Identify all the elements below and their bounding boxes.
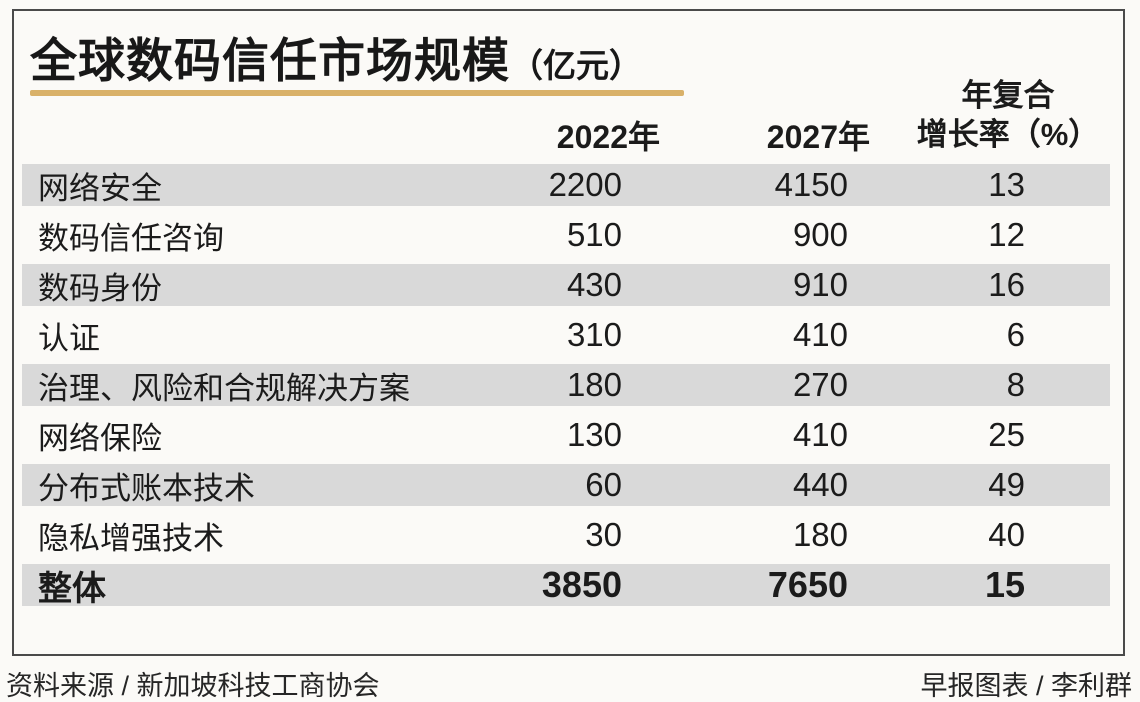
row-value-2022: 2200 [548, 166, 622, 203]
column-header-cagr: 年复合 增长率（%） [858, 76, 1140, 154]
table-row: 治理、风险和合规解决方案 180 270 8 [22, 360, 1110, 410]
row-value-2027: 910 [792, 266, 848, 303]
row-value-2027: 180 [792, 516, 848, 553]
row-value-2022: 510 [566, 216, 622, 253]
column-header-cagr-line2: 增长率（%） [916, 117, 1100, 152]
row-value-2022: 30 [585, 516, 622, 553]
table-row: 网络保险 130 410 25 [22, 410, 1110, 460]
row-value-2027: 440 [792, 466, 848, 503]
column-header-cagr-line1: 年复合 [961, 78, 1055, 113]
row-value-2027: 4150 [774, 166, 848, 203]
row-value-cagr: 13 [988, 166, 1025, 203]
page-title: 全球数码信任市场规模（亿元） [30, 22, 642, 91]
table-row: 分布式账本技术 60 440 49 [22, 460, 1110, 510]
row-label: 隐私增强技术 [38, 520, 224, 556]
row-value-2022: 430 [566, 266, 622, 303]
total-label: 整体 [38, 569, 106, 608]
column-header-2027: 2027年 [766, 119, 870, 155]
row-value-cagr: 8 [1006, 366, 1025, 403]
row-label: 认证 [38, 320, 100, 356]
title-underline [30, 90, 684, 96]
total-value-2027: 7650 [767, 564, 848, 605]
table-frame [12, 9, 1125, 656]
row-label: 网络安全 [38, 170, 162, 206]
row-value-cagr: 40 [988, 516, 1025, 553]
row-label: 数码身份 [38, 270, 162, 306]
row-value-2022: 180 [566, 366, 622, 403]
row-value-2027: 900 [792, 216, 848, 253]
table-row: 数码信任咨询 510 900 12 [22, 210, 1110, 260]
table-total-row: 整体 3850 7650 15 [22, 560, 1110, 610]
total-value-2022: 3850 [541, 564, 622, 605]
row-label: 数码信任咨询 [38, 220, 224, 256]
row-value-2022: 60 [585, 466, 622, 503]
row-value-2027: 270 [792, 366, 848, 403]
total-value-cagr: 15 [984, 564, 1025, 605]
row-label: 分布式账本技术 [38, 470, 255, 506]
table-row: 隐私增强技术 30 180 40 [22, 510, 1110, 560]
row-value-cagr: 6 [1006, 316, 1025, 353]
row-value-2027: 410 [792, 316, 848, 353]
chart-credit: 早报图表 / 李利群 [920, 671, 1132, 701]
row-value-cagr: 49 [988, 466, 1025, 503]
row-value-cagr: 16 [988, 266, 1025, 303]
row-value-2027: 410 [792, 416, 848, 453]
table-row: 数码身份 430 910 16 [22, 260, 1110, 310]
table-row: 认证 310 410 6 [22, 310, 1110, 360]
column-header-2022: 2022年 [556, 119, 660, 155]
page-title-unit: （亿元） [510, 47, 642, 84]
source-credit: 资料来源 / 新加坡科技工商协会 [6, 671, 380, 701]
page-title-text: 全球数码信任市场规模 [30, 34, 510, 87]
row-value-cagr: 12 [988, 216, 1025, 253]
row-value-cagr: 25 [988, 416, 1025, 453]
data-table: 网络安全 2200 4150 13 数码信任咨询 510 900 12 数码身份… [22, 160, 1110, 610]
row-label: 治理、风险和合规解决方案 [38, 370, 410, 406]
row-label: 网络保险 [38, 420, 162, 456]
row-value-2022: 130 [566, 416, 622, 453]
table-row: 网络安全 2200 4150 13 [22, 160, 1110, 210]
row-value-2022: 310 [566, 316, 622, 353]
